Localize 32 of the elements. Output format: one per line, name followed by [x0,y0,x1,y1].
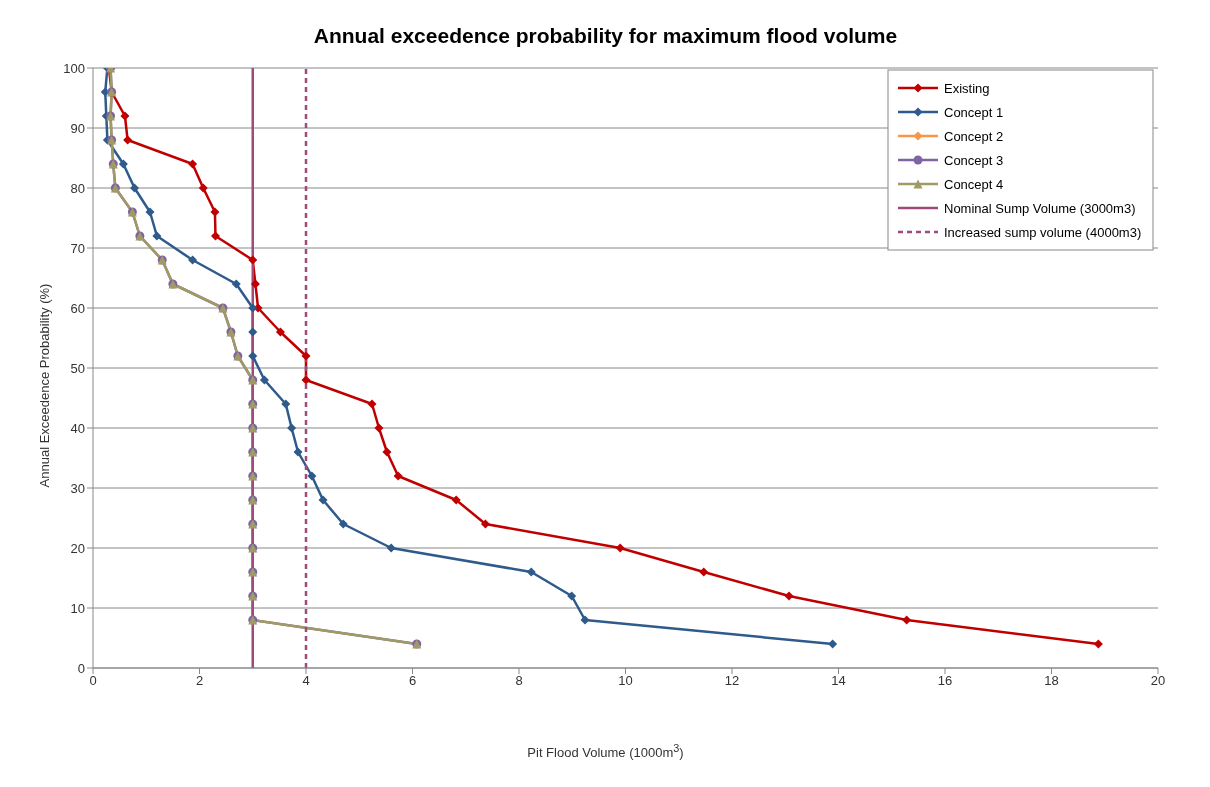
x-tick-label: 20 [1150,673,1166,689]
x-tick-label: 10 [618,673,633,689]
y-tick-label: 80 [70,180,85,196]
y-tick-label: 100 [63,60,85,76]
legend-label: Concept 4 [944,176,1004,192]
x-tick-label: 6 [408,673,417,689]
y-tick-label: 20 [70,540,85,556]
x-tick-label: 18 [1044,673,1059,689]
y-tick-label: 70 [70,240,85,256]
y-tick-label: 40 [70,420,85,436]
legend-label: Nominal Sump Volume (3000m3) [944,200,1136,216]
y-tick-label: 0 [77,660,85,676]
y-tick-label: 60 [70,300,85,316]
legend-label: Existing [944,80,990,96]
y-tick-label: 50 [70,360,85,376]
x-tick-label: 4 [302,673,310,689]
y-axis-title: Annual Exceedence Probability (%) [36,282,52,490]
chart-title: Annual exceedence probability for maximum flood volume [312,24,899,48]
y-tick-label: 90 [70,120,85,136]
y-tick-label: 10 [70,600,85,616]
y-tick-label: 30 [70,480,85,496]
x-tick-label: 8 [515,673,523,689]
legend-label: Concept 3 [944,152,1004,168]
x-tick-label: 0 [89,673,97,689]
x-tick-label: 14 [831,673,846,689]
legend-label: Increased sump volume (4000m3) [944,224,1142,240]
legend-label: Concept 1 [944,104,1004,120]
legend-label: Concept 2 [944,128,1004,144]
x-tick-label: 16 [937,673,953,689]
x-tick-label: 2 [195,673,204,689]
x-axis-title: Pit Flood Volume (1000m$^{3}$) [526,742,685,761]
x-tick-label: 12 [724,673,740,689]
